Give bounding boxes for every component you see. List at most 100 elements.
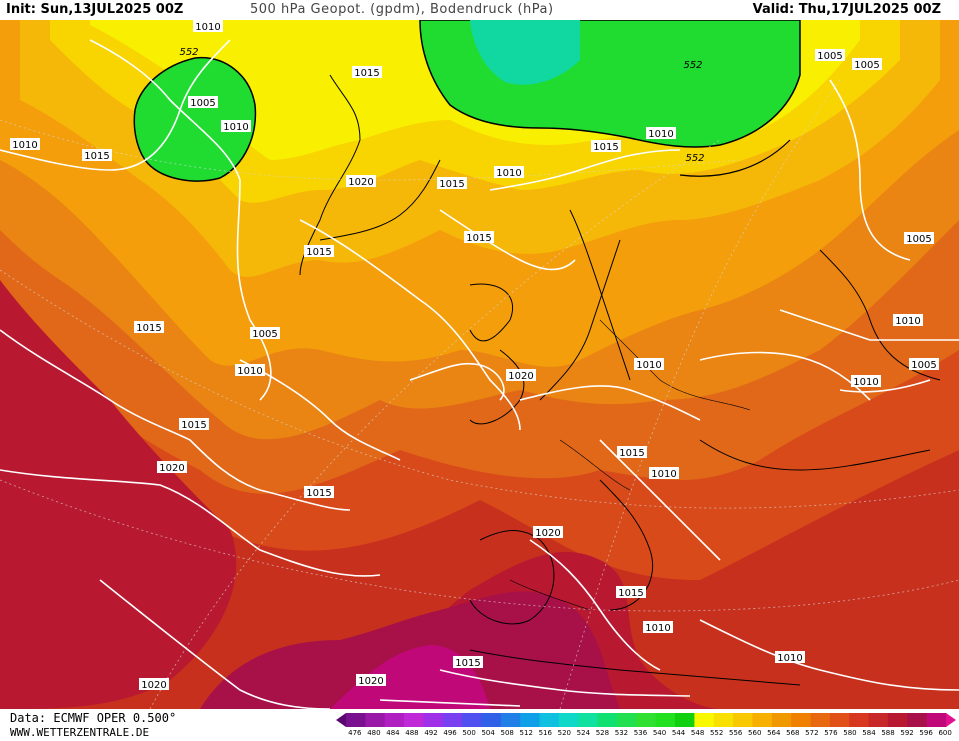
- isobar-label-1020-spain: 1020: [533, 526, 563, 539]
- isobar-text: 1015: [619, 448, 644, 459]
- isobar-label-1010-bal: 1010: [649, 467, 679, 480]
- colorbar-tick-label: 580: [843, 729, 857, 737]
- website-url: WWW.WETTERZENTRALE.DE: [10, 726, 150, 739]
- isobar-text: 1015: [84, 151, 109, 162]
- isobar-label-1005-e2: 1005: [904, 232, 934, 245]
- colorbar-tick-label: 588: [881, 729, 895, 737]
- isobar-label-1010-afr: 1010: [643, 621, 673, 634]
- isobar-text: 1020: [159, 463, 184, 474]
- isobar-text: 1010: [895, 316, 920, 327]
- isobar-text: 1005: [817, 51, 842, 62]
- colorbar-swatch: [733, 713, 753, 727]
- colorbar-tick-label: 512: [519, 729, 533, 737]
- isobar-text: 1015: [593, 142, 618, 153]
- isobar-text: 1015: [306, 488, 331, 499]
- colorbar-swatch: [694, 713, 715, 727]
- colorbar-swatch: [346, 713, 366, 727]
- isobar-text: 1010: [223, 122, 248, 133]
- colorbar-labels: 476 480 484 488 492 496 500 504 508 512 516 520 524 5…: [345, 729, 955, 741]
- isobar-label-1015-gr: 1015: [352, 66, 382, 79]
- isobar-label-1010-e4: 1010: [646, 127, 676, 140]
- colorbar-swatch: [887, 713, 908, 727]
- colorbar-tick-label: 524: [576, 729, 591, 737]
- colorbar-tick-label: 540: [652, 729, 667, 737]
- colorbar-swatch: [442, 713, 463, 727]
- isobar-text: 1020: [358, 676, 383, 687]
- colorbar-swatch: [849, 713, 870, 727]
- isobar-text: 1020: [508, 371, 533, 382]
- isobar-label-1010-nsea: 1010: [494, 166, 524, 179]
- colorbar-swatch: [384, 713, 405, 727]
- colorbar-tick-label: 568: [786, 729, 800, 737]
- isobar-text: 552: [683, 60, 702, 71]
- colorbar-swatch: [578, 713, 599, 727]
- isobar-text: 1010: [777, 653, 802, 664]
- isobar-text: 552: [685, 153, 704, 164]
- isobar-label-1020-gr: 1020: [346, 175, 376, 188]
- isobar-label-1005-w: 1005: [188, 96, 218, 109]
- colorbar-tick-label: 600: [938, 729, 952, 737]
- isobar-text: 1010: [651, 469, 676, 480]
- isobar-text: 1015: [466, 233, 491, 244]
- contour-552: [679, 139, 791, 177]
- colorbar-tick-label: 556: [729, 729, 743, 737]
- isobar-label-1010-cen: 1010: [634, 358, 664, 371]
- colorbar-swatch: [597, 713, 618, 727]
- isobar-text: 1010: [853, 377, 878, 388]
- colorbar-tick-label: 476: [348, 729, 362, 737]
- colorbar-tick-label: 496: [443, 729, 457, 737]
- isobar-text: 1010: [648, 129, 673, 140]
- isobar-label-1010-nw: 1010: [193, 20, 223, 33]
- isobar-label-552-n: 552: [683, 60, 702, 71]
- isobar-text: 552: [179, 47, 198, 58]
- isobar-text: 1015: [455, 658, 480, 669]
- colorbar-tick-label: 596: [919, 729, 933, 737]
- colorbar-swatch: [752, 713, 773, 727]
- init-time: Init: Sun,13JUL2025 00Z: [6, 2, 184, 17]
- footer: Data: ECMWF OPER 0.500° WWW.WETTERZENTRA…: [0, 709, 959, 741]
- isobar-text: 1015: [618, 588, 643, 599]
- isobar-label-1010-far-w: 1010: [10, 138, 40, 151]
- isobar-text: 1010: [237, 366, 262, 377]
- isobar-label-1005-ne2: 1005: [909, 358, 939, 371]
- isobar-label-1010-atl: 1010: [235, 364, 265, 377]
- isobar-label-1015-atl: 1015: [304, 245, 334, 258]
- colorbar-min-arrow: [336, 713, 346, 727]
- isobar-label-1010-east: 1010: [775, 651, 805, 664]
- colorbar-swatch: [868, 713, 889, 727]
- isobar-label-1015-med: 1015: [304, 486, 334, 499]
- isobar-label-1015-w2: 1015: [179, 418, 209, 431]
- isobar-labels: 1010 552 1005 1010 1015 1010 1015 1020 1…: [10, 20, 939, 691]
- colorbar-swatch: [810, 713, 831, 727]
- colorbar-swatch: [675, 713, 695, 727]
- field-596: [330, 645, 490, 709]
- isobar-text: 1020: [141, 680, 166, 691]
- isobar-label-1010-w2: 1010: [221, 120, 251, 133]
- colorbar-tick-label: 552: [709, 729, 724, 737]
- isobar-label-1005-ne: 1005: [852, 58, 882, 71]
- colorbar-tick-label: 584: [862, 729, 876, 737]
- isobar-text: 1010: [195, 22, 220, 33]
- isobar-text: 1005: [854, 60, 879, 71]
- isobar-text: 1010: [12, 140, 37, 151]
- isobar-label-1020-sw: 1020: [139, 678, 169, 691]
- isobar-label-552-w: 552: [179, 47, 198, 58]
- colorbar-tick-label: 560: [748, 729, 762, 737]
- colorbar-tick-label: 492: [424, 729, 438, 737]
- field-west-dark: [0, 280, 237, 709]
- colorbar-swatch: [829, 713, 850, 727]
- colorbar-swatch: [616, 713, 637, 727]
- isobar-label-1015-nor: 1015: [591, 140, 621, 153]
- colorbar-tick-label: 516: [538, 729, 552, 737]
- isobar-label-1015-afr: 1015: [616, 586, 646, 599]
- colorbar-swatch: [539, 713, 560, 727]
- isobar-label-1020-atl-s: 1020: [157, 461, 187, 474]
- colorbar-swatch: [636, 713, 657, 727]
- colorbar-tick-label: 576: [824, 729, 838, 737]
- colorbar-tick-label: 484: [386, 729, 400, 737]
- isobar-label-1015-it: 1015: [617, 446, 647, 459]
- colorbar-tick-label: 508: [500, 729, 514, 737]
- colorbar-max-arrow: [946, 713, 956, 727]
- isobar-text: 1020: [535, 528, 560, 539]
- weather-map: 1010 552 1005 1010 1015 1010 1015 1020 1…: [0, 20, 959, 709]
